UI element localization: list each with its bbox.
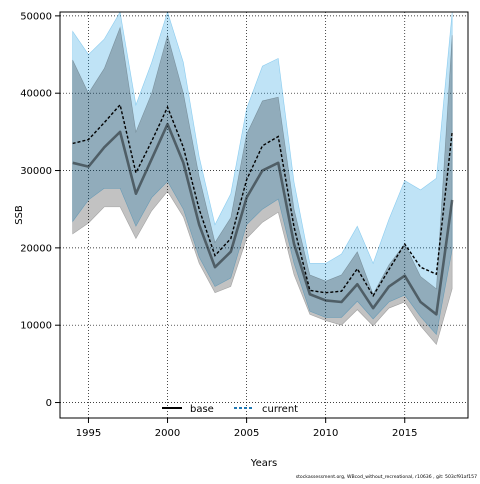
legend: base current (162, 404, 298, 415)
series-current-line (72, 103, 453, 298)
y-axis-label: SSB (14, 205, 25, 225)
x-tick-label: 2000 (155, 428, 180, 439)
axis-layer: 1995 2000 2005 2010 2015 0 10000 20000 30000 4000… (20, 11, 417, 439)
legend-current-label: current (262, 404, 298, 415)
x-tick-label: 2005 (234, 428, 259, 439)
x-tick-label: 2015 (392, 428, 417, 439)
series-base-line (72, 122, 454, 316)
y-tick-label: 30000 (20, 166, 52, 177)
y-tick-label: 40000 (20, 89, 52, 100)
legend-base-label: base (190, 404, 214, 415)
grid-layer (60, 12, 468, 418)
y-tick-label: 0 (46, 398, 52, 409)
band-current (72, 12, 453, 336)
y-tick-label: 20000 (20, 243, 52, 254)
footer-note: stockassessment.org, WBcod_without_recre… (296, 474, 477, 480)
plot-frame (59, 11, 469, 419)
x-tick-label: 1995 (76, 428, 101, 439)
x-axis-label: Years (250, 458, 277, 469)
line-layer (72, 103, 454, 316)
x-tick-label: 2010 (313, 428, 338, 439)
y-tick-label: 10000 (20, 321, 52, 332)
y-tick-label: 50000 (20, 11, 52, 22)
